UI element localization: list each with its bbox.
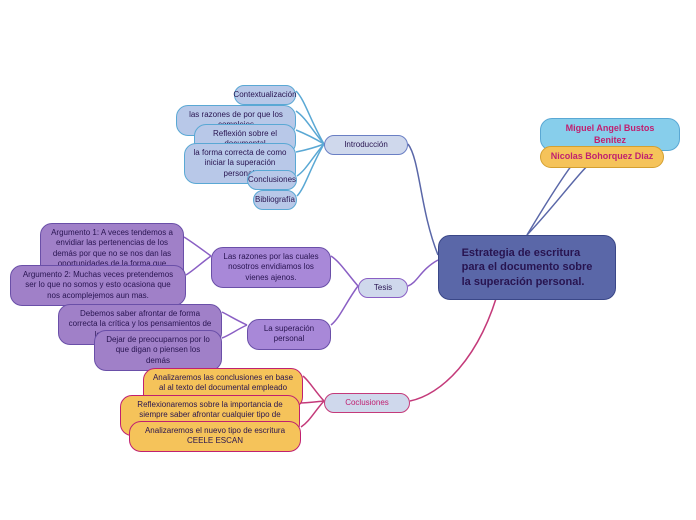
grandchild-node: Dejar de preocuparnos por lo que digan o… xyxy=(94,330,222,371)
center-node-node[interactable]: Estrategia de escriturapara el documento… xyxy=(438,235,616,300)
child-node: Conclusiones xyxy=(247,170,297,190)
child-node: Contextualización xyxy=(234,85,296,105)
grandchild-node: Argumento 2: Muchas veces pretendemos se… xyxy=(10,265,186,306)
child-node: Las razones por las cuales nosotros envi… xyxy=(211,247,331,288)
author-node-node: Nicolas Bohorquez Diaz xyxy=(540,146,664,168)
branch-node[interactable]: Introducción xyxy=(324,135,408,155)
child-node: Analizaremos el nuevo tipo de escritura … xyxy=(129,421,301,452)
branch-node[interactable]: Tesis xyxy=(358,278,408,298)
branch-node[interactable]: Coclusiones xyxy=(324,393,410,413)
child-node: La superación personal xyxy=(247,319,331,350)
child-node: Bibliografía xyxy=(253,190,297,210)
